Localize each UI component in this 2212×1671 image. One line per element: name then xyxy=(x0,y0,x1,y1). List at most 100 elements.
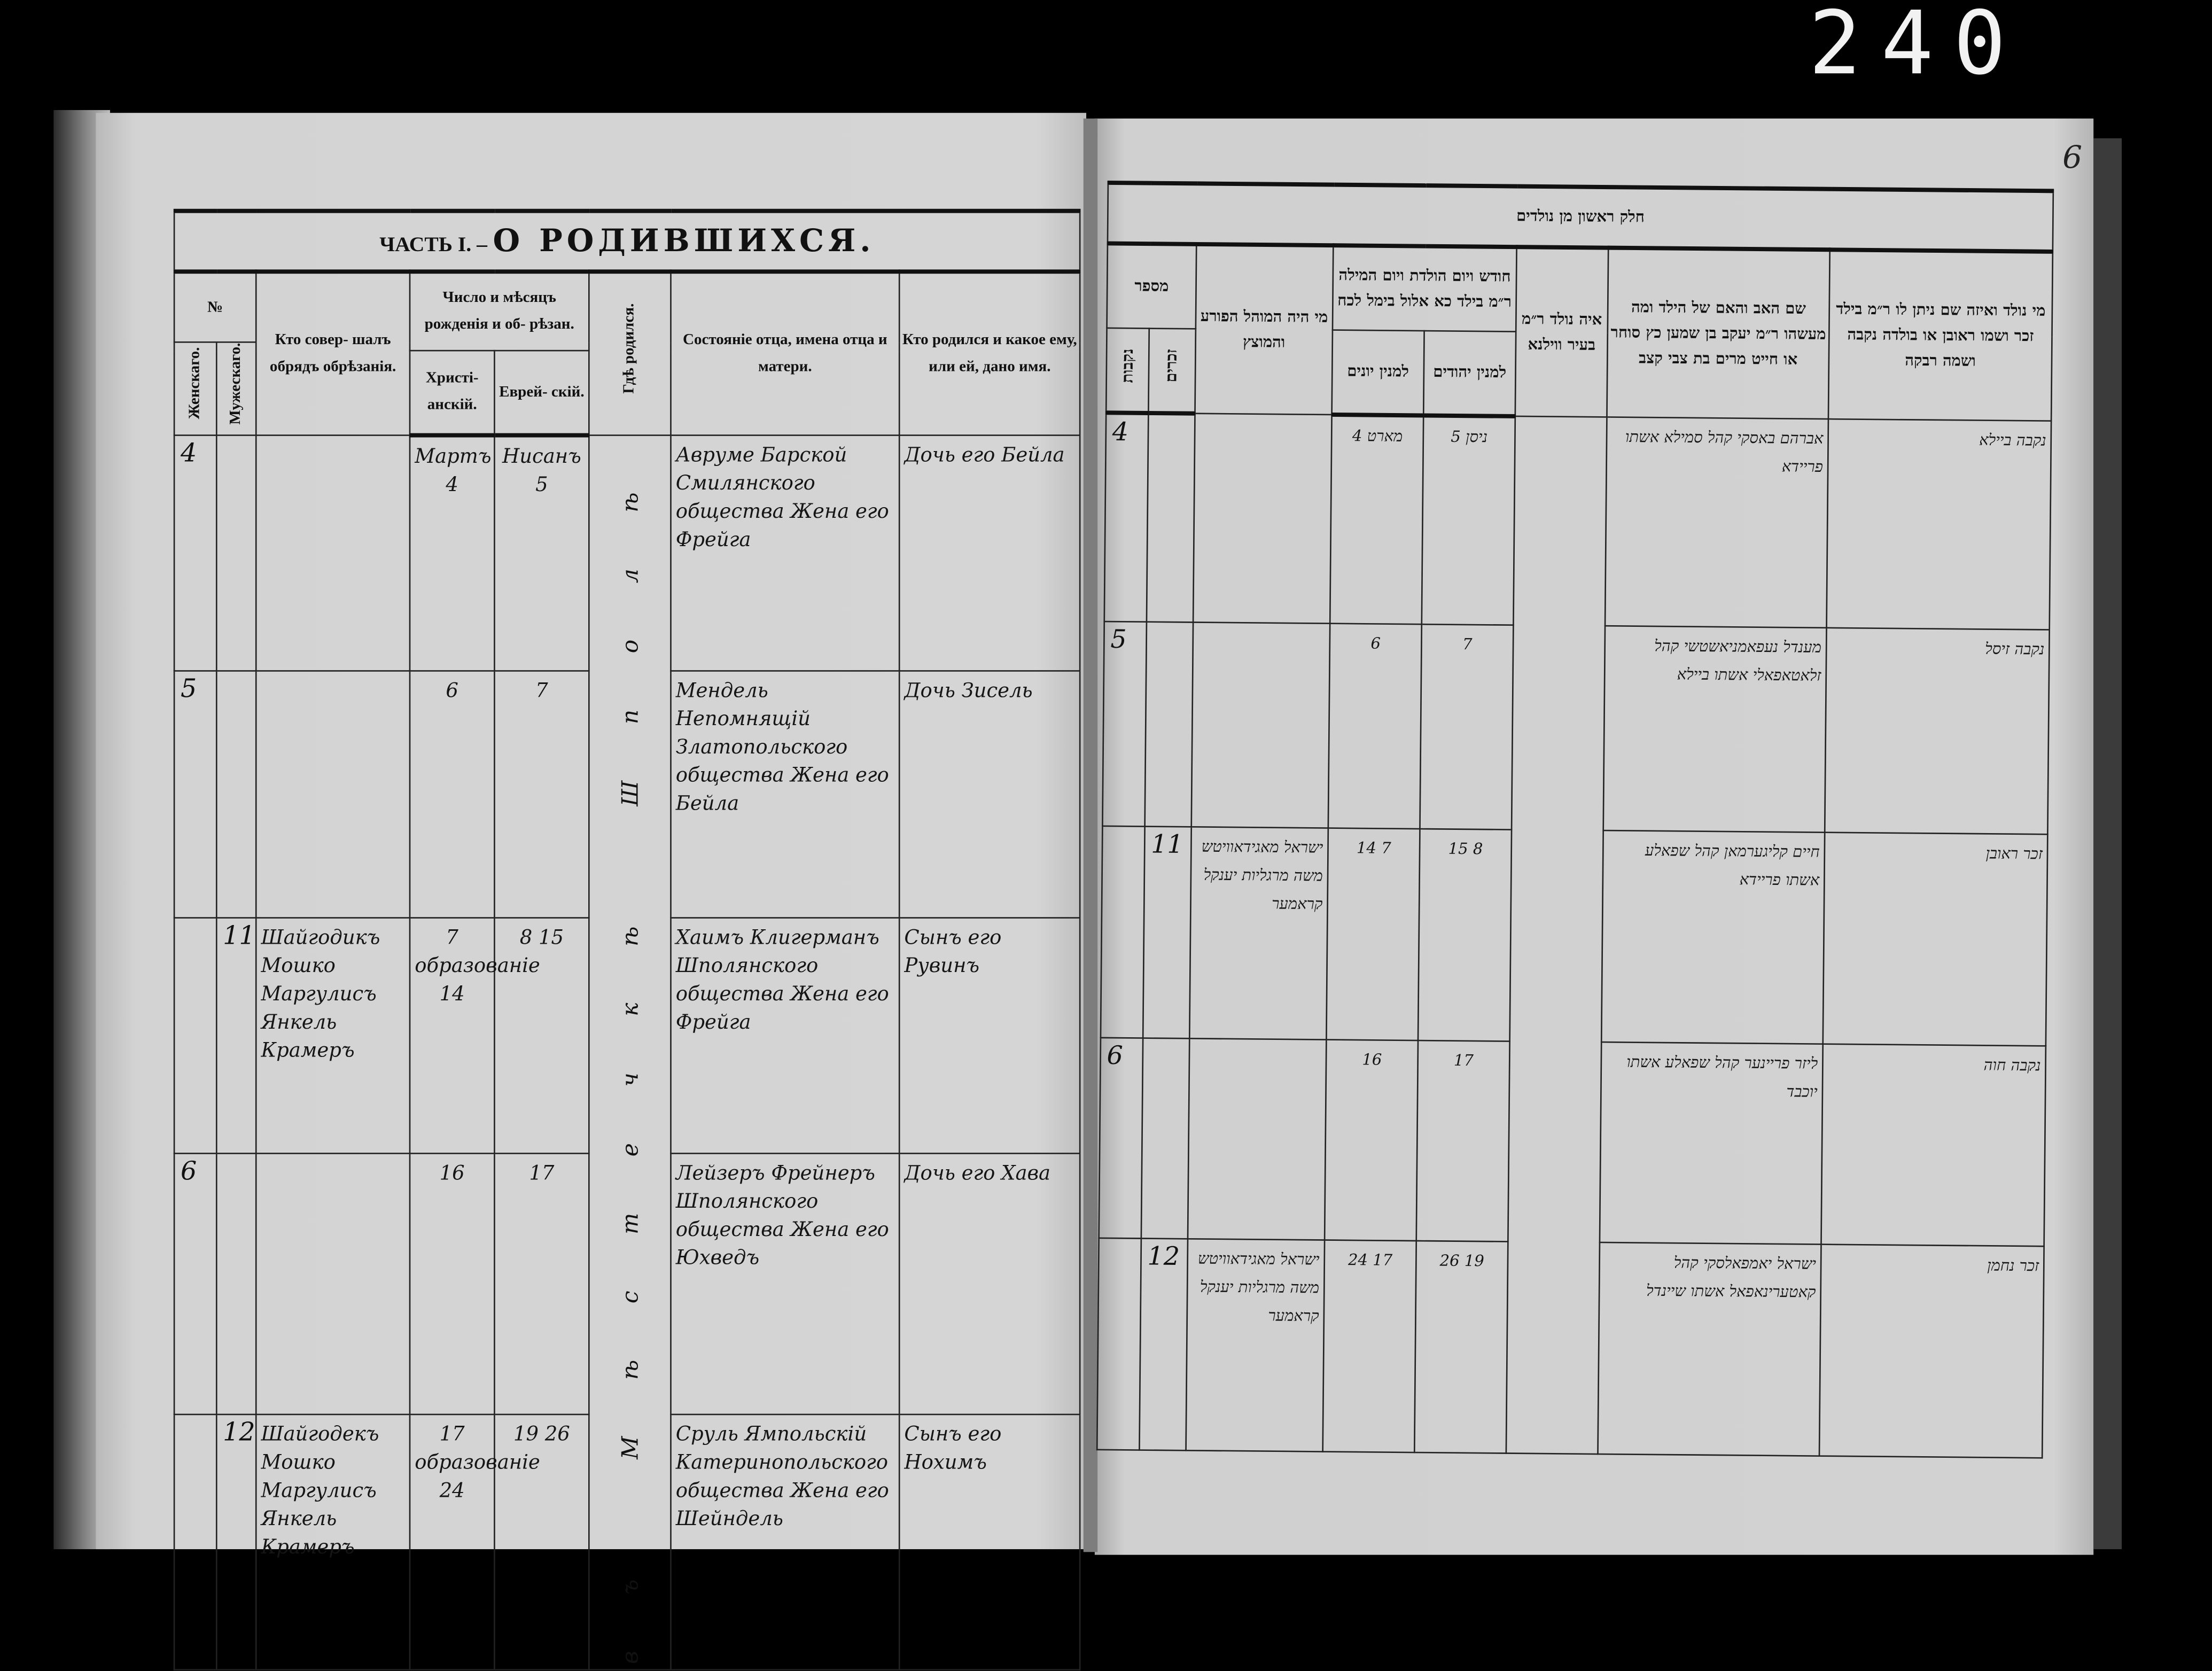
female-number xyxy=(173,916,217,1155)
child: Сынъ его Рувинъ xyxy=(898,916,1081,1155)
child: נקבה זיסל xyxy=(1825,627,2050,835)
jewish-date: 19 26 xyxy=(1414,1240,1508,1454)
parents: Лейзеръ Фрейнеръ Шполянского общества Же… xyxy=(670,1153,900,1416)
table-row: 4 מארט 4 ניסן 5 אברהם באסקי קהל סמילא אש… xyxy=(1104,413,2052,1455)
male-number xyxy=(215,1153,257,1416)
table-row: 6 16 17 Лейзеръ Фрейнеръ Шполянского общ… xyxy=(173,1153,1081,1416)
child: Дочь Зисель xyxy=(898,670,1081,918)
child: זכר ראובן xyxy=(1822,832,2048,1046)
header-place: Гдѣ родился. xyxy=(620,304,638,394)
russian-birth-register-table: ЧАСТЬ I. – О РОДИВШИХСЯ. № Кто совер- ша… xyxy=(173,208,1081,1671)
christian-date: 17 образованіе 24 xyxy=(409,1414,540,1671)
right-page xyxy=(1094,118,2094,1555)
book-gutter xyxy=(1083,118,1098,1552)
header-jewish-calendar: למנין יהודים xyxy=(1423,331,1516,416)
header-male: זכרים xyxy=(1162,349,1181,383)
male-number: 12 xyxy=(215,1414,257,1671)
male-number xyxy=(1141,1038,1190,1239)
jewish-date: 7 xyxy=(494,670,590,918)
header-date: חודש ויום הולדת ויום המילה ר״מ בילד כא א… xyxy=(1332,245,1517,332)
christian-date: 6 xyxy=(409,670,495,918)
book-edge-right xyxy=(2093,138,2122,1550)
female-number xyxy=(1100,826,1145,1038)
christian-date: Мартъ 4 xyxy=(409,434,495,671)
mohel xyxy=(255,1153,411,1416)
gentile-date: 16 xyxy=(1325,1039,1419,1241)
male-number xyxy=(215,434,257,671)
page-title: ЧАСТЬ I. – О РОДИВШИХСЯ. xyxy=(173,208,1081,274)
jewish-date: 7 xyxy=(1420,624,1514,830)
mohel xyxy=(255,670,411,918)
header-male: Мужескаго. xyxy=(227,343,244,425)
christian-date: 16 xyxy=(409,1153,495,1416)
header-number: № xyxy=(173,270,257,343)
place-cell xyxy=(1506,416,1607,1455)
header-parents: Состояніе отца, имена отца и матери. xyxy=(670,270,900,436)
female-number: 6 xyxy=(173,1153,217,1416)
male-number: 11 xyxy=(215,916,257,1155)
hebrew-birth-register-table: חלק ראשון מן נולדים מספר מי היה המוהל הפ… xyxy=(1096,181,2054,1459)
title-main: О РОДИВШИХСЯ. xyxy=(493,223,875,260)
child: Сынъ его Нохимъ xyxy=(898,1414,1081,1671)
mohel xyxy=(1191,622,1330,828)
jewish-date: 8 15 xyxy=(494,916,590,1155)
gentile-date: 17 24 xyxy=(1322,1240,1416,1453)
gentile-date: מארט 4 xyxy=(1330,414,1424,625)
male-number xyxy=(1144,621,1194,827)
child: Дочь его Бейла xyxy=(898,434,1081,671)
female-number: 6 xyxy=(1099,1037,1143,1239)
parents: חיים קליגערמאן קהל שפאלע אשתו פריידא xyxy=(1601,830,1825,1044)
header-child: Кто родился и какое ему, или ей, дано им… xyxy=(898,270,1081,436)
male-number xyxy=(215,670,257,918)
child: זכר נחמן xyxy=(1819,1244,2044,1458)
jewish-date: 8 15 xyxy=(1418,829,1512,1042)
parents: Сруль Ямпольскій Катеринопольского общес… xyxy=(670,1414,900,1671)
scanned-register-spread: 240 6 ЧАСТЬ I. – О РОДИВШИХСЯ. № Кто сов… xyxy=(53,0,2122,1671)
parents: מענדל נעפאמניאשטשי קהל זלאטאפאלי אשתו בי… xyxy=(1603,626,1827,833)
male-number: 12 xyxy=(1139,1238,1188,1451)
folio-number: 6 xyxy=(2062,141,2083,177)
archive-page-stamp: 240 xyxy=(1808,0,2026,95)
female-number: 5 xyxy=(1102,621,1147,827)
header-gentile-calendar: למנין יונים xyxy=(1331,330,1424,416)
header-mohel: Кто совер- шалъ обрядъ обрѣзанія. xyxy=(255,270,411,436)
table-row: 11 Шайгодикъ Мошко Маргулисъ Янкель Крам… xyxy=(173,916,1081,1155)
child: נקבה חוה xyxy=(1821,1044,2046,1247)
header-place: איה נולד ר״מ בעיר ווילנא xyxy=(1515,247,1609,417)
female-number: 4 xyxy=(1104,413,1149,622)
header-number: מספר xyxy=(1107,243,1197,329)
header-female: נקבות xyxy=(1117,348,1136,383)
title-prefix: ЧАСТЬ I. – xyxy=(379,234,487,257)
jewish-date: 17 xyxy=(1416,1040,1510,1242)
table-row: 5 6 7 Мендель Непомнящій Златопольского … xyxy=(173,670,1081,918)
header-parents: שם האב והאם של הילד ומה מעשהו ר״מ יעקב ב… xyxy=(1607,247,1830,419)
header-child: מי נולד ואיזה שם ניתן לו ר״מ בילד זכר וש… xyxy=(1828,250,2053,421)
female-number: 5 xyxy=(173,670,217,918)
parents: אברהם באסקי קהל סמילא אשתו פריידא xyxy=(1605,417,1828,628)
table-row: 4 Мартъ 4 Нисанъ 5 въ Мѣстечкѣ Шполѣ Авр… xyxy=(173,434,1081,1671)
child: נקבה ביילא xyxy=(1826,419,2052,630)
place-of-birth: въ Мѣстечкѣ Шполѣ xyxy=(616,436,643,1664)
mohel: ישראל מאגידאוויטש משה מרגליות יענקל קראמ… xyxy=(1186,1239,1325,1452)
female-number xyxy=(1097,1238,1141,1450)
mohel: Шайгодикъ Мошко Маргулисъ Янкель Крамеръ xyxy=(255,916,411,1155)
christian-date: 7 образованіе 14 xyxy=(409,916,540,1155)
mohel: ישראל מאגידאוויטש משה מרגליות יענקל קראמ… xyxy=(1189,827,1328,1040)
parents: ליזר פריינער קהל שפאלע אשתו יוכבד xyxy=(1599,1042,1823,1245)
header-female: Женскаго. xyxy=(186,347,204,420)
header-mohel: מי היה המוהל הפורע והמוצץ xyxy=(1195,244,1334,415)
jewish-date: 17 xyxy=(494,1153,590,1416)
header-christian: Христі- анскій. xyxy=(409,350,495,438)
jewish-date: ניסן 5 xyxy=(1421,415,1515,625)
male-number xyxy=(1146,413,1195,623)
gentile-date: 7 14 xyxy=(1326,828,1420,1041)
parents: Хаимъ Клигерманъ Шполянского общества Же… xyxy=(670,916,900,1155)
parents: Мендель Непомнящій Златопольского общест… xyxy=(670,670,900,918)
child: Дочь его Хава xyxy=(898,1153,1081,1416)
female-number: 4 xyxy=(173,434,217,671)
header-date: Число и мѣсяцъ рожденія и об- рѣзан. xyxy=(409,270,590,352)
gentile-date: 6 xyxy=(1328,623,1422,829)
female-number xyxy=(173,1414,217,1671)
mohel xyxy=(255,434,411,671)
mohel xyxy=(1193,413,1332,624)
